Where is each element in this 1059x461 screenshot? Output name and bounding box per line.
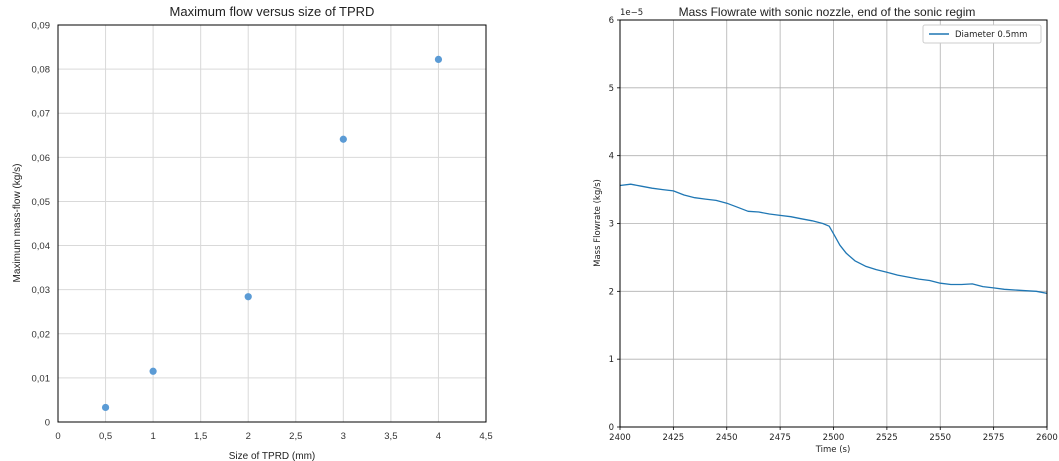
- y-tick-label: 0,05: [32, 197, 51, 208]
- y-tick-label: 0: [609, 423, 614, 433]
- x-tick-label: 1,5: [194, 431, 207, 442]
- x-tick-label: 2425: [663, 433, 685, 443]
- x-tick-label: 2,5: [289, 431, 302, 442]
- y-tick-label: 0,03: [32, 285, 51, 296]
- grid: [617, 20, 1047, 430]
- line-chart: Mass Flowrate with sonic nozzle, end of …: [560, 0, 1059, 461]
- x-tick-label: 2450: [716, 433, 738, 443]
- y-tick-label: 0: [45, 418, 50, 429]
- y-tick-label: 0,07: [32, 109, 51, 120]
- y-offset-label: 1e−5: [620, 8, 643, 18]
- x-axis-label: Time (s): [815, 445, 851, 455]
- y-tick-label: 4: [609, 152, 614, 162]
- y-tick-label: 3: [609, 220, 614, 230]
- y-tick-label: 6: [609, 16, 614, 26]
- y-tick-label: 0,08: [32, 65, 51, 76]
- plot-frame: [58, 25, 486, 422]
- x-tick-labels: 2400 2425 2450 2475 2500 2525 2550 2575 2600: [609, 433, 1058, 443]
- chart-title: Mass Flowrate with sonic nozzle, end of …: [679, 5, 976, 19]
- x-tick-label: 2: [246, 431, 251, 442]
- y-axis-label: Mass Flowrate (kg/s): [593, 179, 603, 267]
- x-tick-label: 2500: [823, 433, 845, 443]
- x-axis-label: Size of TPRD (mm): [229, 451, 316, 461]
- x-tick-label: 2475: [769, 433, 791, 443]
- x-tick-label: 0,5: [99, 431, 112, 442]
- y-tick-label: 1: [609, 355, 614, 365]
- grid: [58, 25, 486, 422]
- y-tick-label: 0,02: [32, 329, 51, 340]
- y-tick-label: 0,01: [32, 373, 51, 384]
- chart-title: Maximum flow versus size of TPRD: [170, 4, 375, 19]
- data-point: [340, 136, 347, 143]
- x-tick-label: 2550: [929, 433, 951, 443]
- x-tick-label: 4: [436, 431, 441, 442]
- y-tick-label: 2: [609, 287, 614, 297]
- scatter-chart: Maximum flow versus size of TPRD 0 0,5 1 1,…: [0, 0, 500, 461]
- data-point: [435, 56, 442, 63]
- x-tick-label: 2400: [609, 433, 631, 443]
- x-tick-labels: 0 0,5 1 1,5 2 2,5 3 3,5 4 4,5: [55, 431, 492, 442]
- legend-label: Diameter 0.5mm: [955, 30, 1027, 40]
- x-tick-label: 4,5: [479, 431, 492, 442]
- y-tick-label: 0,04: [32, 241, 51, 252]
- y-tick-labels: 0 0,01 0,02 0,03 0,04 0,05 0,06 0,07 0,08 0,09: [32, 21, 51, 429]
- legend: Diameter 0.5mm: [923, 25, 1041, 43]
- y-tick-label: 5: [609, 84, 614, 94]
- y-tick-label: 0,06: [32, 153, 51, 164]
- x-tick-label: 2600: [1036, 433, 1058, 443]
- x-tick-label: 2525: [876, 433, 898, 443]
- data-point: [102, 404, 109, 411]
- x-tick-label: 3: [341, 431, 346, 442]
- x-tick-label: 3,5: [384, 431, 397, 442]
- x-tick-label: 1: [150, 431, 155, 442]
- x-tick-label: 0: [55, 431, 60, 442]
- data-point: [245, 293, 252, 300]
- y-tick-labels: 0 1 2 3 4 5 6: [609, 16, 614, 433]
- y-axis-label: Maximum mass-flow (kg/s): [12, 164, 23, 283]
- x-tick-label: 2575: [983, 433, 1005, 443]
- y-tick-label: 0,09: [32, 21, 51, 32]
- data-point: [150, 368, 157, 375]
